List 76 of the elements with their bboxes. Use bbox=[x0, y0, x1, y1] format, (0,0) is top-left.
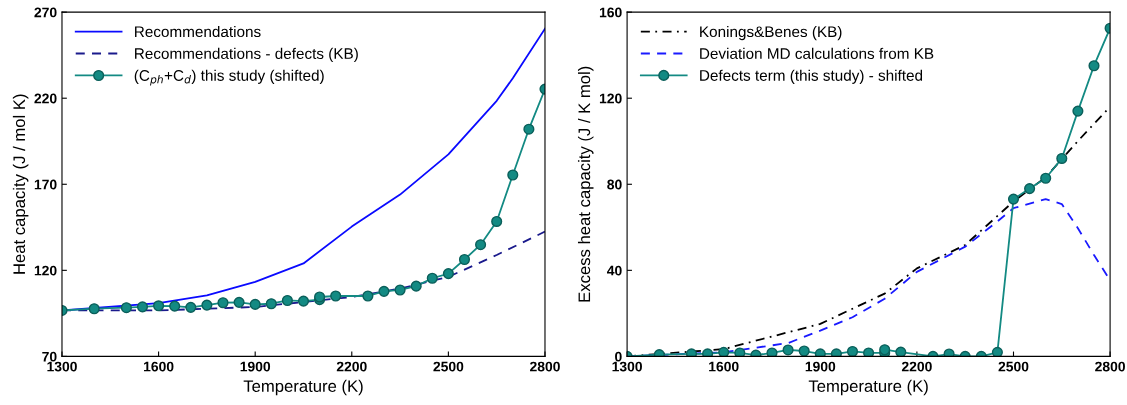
legend-label: (C$_{ph}$+C$_{d}$) this study (shifted) bbox=[134, 69, 324, 86]
point bbox=[943, 348, 955, 357]
point bbox=[718, 346, 730, 357]
point bbox=[1040, 172, 1052, 184]
x-tick-label: 2200 bbox=[901, 361, 932, 372]
point bbox=[1056, 152, 1068, 165]
point bbox=[734, 347, 746, 357]
point bbox=[201, 299, 213, 311]
point bbox=[265, 298, 277, 310]
point bbox=[523, 123, 535, 135]
point bbox=[185, 301, 197, 313]
point bbox=[330, 290, 342, 302]
y-tick-label: 120 bbox=[34, 265, 57, 276]
x-tick-label: 1300 bbox=[47, 361, 77, 372]
legend-label: Recommendations - defects (KB) bbox=[135, 47, 358, 63]
y-tick-label: 220 bbox=[34, 93, 57, 104]
point bbox=[1007, 193, 1020, 205]
x-tick-label: 2800 bbox=[1095, 361, 1125, 372]
point bbox=[814, 348, 826, 357]
y-tick-label: 70 bbox=[42, 351, 57, 362]
point bbox=[830, 348, 842, 357]
point bbox=[249, 298, 261, 310]
point bbox=[153, 300, 165, 312]
point bbox=[378, 285, 390, 297]
point bbox=[846, 345, 859, 357]
point bbox=[766, 347, 778, 357]
legend-label: Defects term (this study) - shifted bbox=[700, 69, 923, 84]
point bbox=[507, 169, 519, 181]
point bbox=[1072, 105, 1084, 117]
y-tick-label: 40 bbox=[607, 265, 622, 276]
point bbox=[120, 302, 132, 314]
y-tick-label: 80 bbox=[607, 179, 622, 190]
point bbox=[362, 290, 374, 302]
point bbox=[169, 300, 181, 312]
point bbox=[217, 297, 229, 309]
point bbox=[442, 268, 454, 280]
point bbox=[136, 301, 149, 313]
y-tick-label: 160 bbox=[599, 7, 622, 18]
x-tick-label: 1600 bbox=[709, 361, 739, 372]
point bbox=[895, 346, 907, 357]
point bbox=[233, 296, 245, 308]
y-tick-label: 120 bbox=[599, 93, 622, 104]
y-tick-label: 0 bbox=[615, 351, 622, 362]
x-tick-label: 1900 bbox=[240, 361, 271, 372]
point bbox=[491, 215, 503, 228]
y-axis-title: Heat capacity (J / mol K) bbox=[12, 94, 29, 274]
legend-label: Recommendations bbox=[135, 25, 261, 38]
point bbox=[1088, 60, 1100, 72]
x-axis-title: Temperature (K) bbox=[243, 379, 363, 396]
point bbox=[394, 284, 406, 296]
point bbox=[458, 253, 471, 266]
y-tick-label: 270 bbox=[34, 7, 57, 18]
point bbox=[1024, 183, 1036, 195]
point bbox=[475, 239, 487, 251]
legend-label: Konings&Benes (KB) bbox=[700, 25, 842, 41]
point bbox=[88, 303, 100, 315]
point bbox=[798, 345, 810, 357]
x-tick-label: 2500 bbox=[433, 361, 464, 372]
point bbox=[782, 344, 794, 356]
x-tick-label: 2800 bbox=[530, 361, 560, 372]
point bbox=[702, 348, 714, 357]
point bbox=[410, 280, 422, 292]
y-axis-title: Excess heat capacity (J / K mol) bbox=[577, 66, 594, 302]
x-tick-label: 1600 bbox=[144, 361, 174, 372]
point bbox=[863, 347, 875, 357]
x-tick-label: 1900 bbox=[805, 361, 836, 372]
point bbox=[297, 295, 310, 307]
x-tick-label: 2500 bbox=[998, 361, 1029, 372]
x-tick-label: 1300 bbox=[612, 361, 642, 372]
x-axis-title: Temperature (K) bbox=[808, 379, 928, 396]
y-tick-label: 170 bbox=[34, 179, 57, 190]
point bbox=[426, 272, 438, 284]
point bbox=[991, 346, 1003, 357]
legend-label: Deviation MD calculations from KB bbox=[700, 47, 934, 59]
point bbox=[281, 294, 293, 307]
x-tick-label: 2200 bbox=[336, 361, 367, 372]
